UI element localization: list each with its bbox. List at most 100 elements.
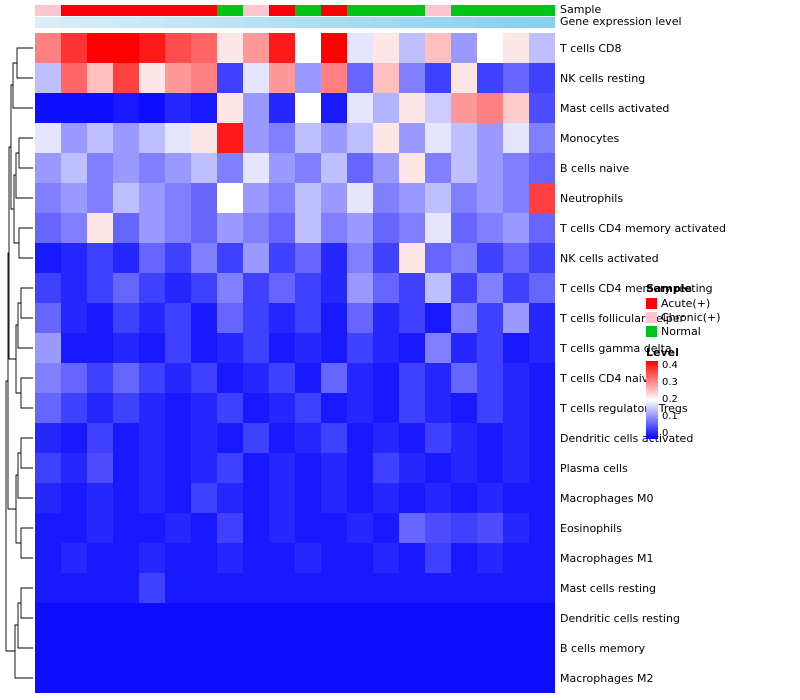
heatmap-cell [217, 393, 243, 423]
sample-annotation-cell [35, 5, 61, 16]
heatmap-cell [373, 393, 399, 423]
heatmap-cell [113, 663, 139, 693]
heatmap-cell [373, 213, 399, 243]
heatmap-cell [165, 453, 191, 483]
heatmap-cell [503, 393, 529, 423]
heatmap-cell [139, 363, 165, 393]
legend-level-block: Level 0.4 0.3 0.2 0.1 0 [646, 346, 721, 439]
heatmap-cell [217, 243, 243, 273]
heatmap-cell [529, 213, 555, 243]
heatmap-cell [451, 33, 477, 63]
heatmap-cell [165, 543, 191, 573]
heatmap-cell [347, 363, 373, 393]
heatmap-cell [35, 393, 61, 423]
heatmap-cell [113, 363, 139, 393]
row-label: T cells CD4 naive [560, 371, 656, 385]
expression-annotation-cell [243, 17, 269, 28]
heatmap-cell [399, 183, 425, 213]
heatmap-cell [529, 453, 555, 483]
legend-swatch [646, 326, 657, 337]
heatmap-cell [347, 333, 373, 363]
heatmap-cell [373, 423, 399, 453]
expression-annotation-cell [503, 17, 529, 28]
sample-annotation-cell [191, 5, 217, 16]
heatmap-cell [477, 123, 503, 153]
heatmap-cell [529, 573, 555, 603]
heatmap-cell [477, 213, 503, 243]
heatmap-cell [399, 543, 425, 573]
heatmap-cell [347, 63, 373, 93]
heatmap-cell [243, 453, 269, 483]
heatmap-cell [451, 183, 477, 213]
heatmap-cell [529, 663, 555, 693]
heatmap-cell [425, 453, 451, 483]
heatmap-cell [269, 123, 295, 153]
heatmap-cell [347, 153, 373, 183]
heatmap-cell [373, 303, 399, 333]
heatmap-cell [529, 393, 555, 423]
heatmap-cell [503, 513, 529, 543]
heatmap-cell [87, 513, 113, 543]
heatmap-cell [139, 183, 165, 213]
heatmap-cell [477, 543, 503, 573]
heatmap-cell [139, 333, 165, 363]
heatmap-cell [139, 153, 165, 183]
heatmap-cell [373, 183, 399, 213]
expression-annotation-cell [321, 17, 347, 28]
heatmap-cell [269, 573, 295, 603]
heatmap-cell [61, 393, 87, 423]
sample-annotation-cell [425, 5, 451, 16]
heatmap-cell [529, 483, 555, 513]
legend-entry: Normal [646, 325, 721, 338]
heatmap-cell [87, 243, 113, 273]
sample-annotation-cell [243, 5, 269, 16]
heatmap-cell [87, 633, 113, 663]
heatmap-cell [347, 213, 373, 243]
heatmap-cell [139, 513, 165, 543]
heatmap-cell [477, 393, 503, 423]
heatmap-cell [321, 303, 347, 333]
heatmap-cell [191, 213, 217, 243]
heatmap-cell [87, 153, 113, 183]
heatmap-cell [295, 93, 321, 123]
heatmap-cell [295, 393, 321, 423]
heatmap-cell [347, 33, 373, 63]
heatmap-cell [321, 93, 347, 123]
heatmap-cell [113, 33, 139, 63]
heatmap-cell [61, 423, 87, 453]
heatmap-cell [529, 63, 555, 93]
heatmap-cell [139, 663, 165, 693]
heatmap-cell [321, 213, 347, 243]
annotation-label-sample: Sample [560, 3, 602, 16]
heatmap-cell [295, 333, 321, 363]
heatmap-cell [295, 213, 321, 243]
heatmap-cell [165, 483, 191, 513]
heatmap-cell [321, 183, 347, 213]
heatmap-cell [399, 663, 425, 693]
heatmap-cell [399, 153, 425, 183]
expression-annotation-cell [139, 17, 165, 28]
heatmap-cell [373, 33, 399, 63]
heatmap-cell [139, 423, 165, 453]
heatmap-cell [373, 153, 399, 183]
heatmap-cell [451, 603, 477, 633]
sample-annotation-cell [477, 5, 503, 16]
legend-entry: Acute(+) [646, 297, 721, 310]
heatmap-cell [165, 63, 191, 93]
heatmap-cell [347, 513, 373, 543]
heatmap-cell [139, 93, 165, 123]
heatmap-cell [321, 573, 347, 603]
heatmap-cell [477, 363, 503, 393]
heatmap-cell [217, 423, 243, 453]
heatmap-cell [165, 423, 191, 453]
heatmap-cell [243, 33, 269, 63]
heatmap-cell [295, 303, 321, 333]
heatmap-cell [61, 573, 87, 603]
heatmap-cell [477, 303, 503, 333]
heatmap-cell [139, 543, 165, 573]
heatmap-cell [165, 393, 191, 423]
heatmap-cell [165, 123, 191, 153]
heatmap-cell [529, 633, 555, 663]
heatmap-cell [399, 363, 425, 393]
heatmap-cell [113, 543, 139, 573]
